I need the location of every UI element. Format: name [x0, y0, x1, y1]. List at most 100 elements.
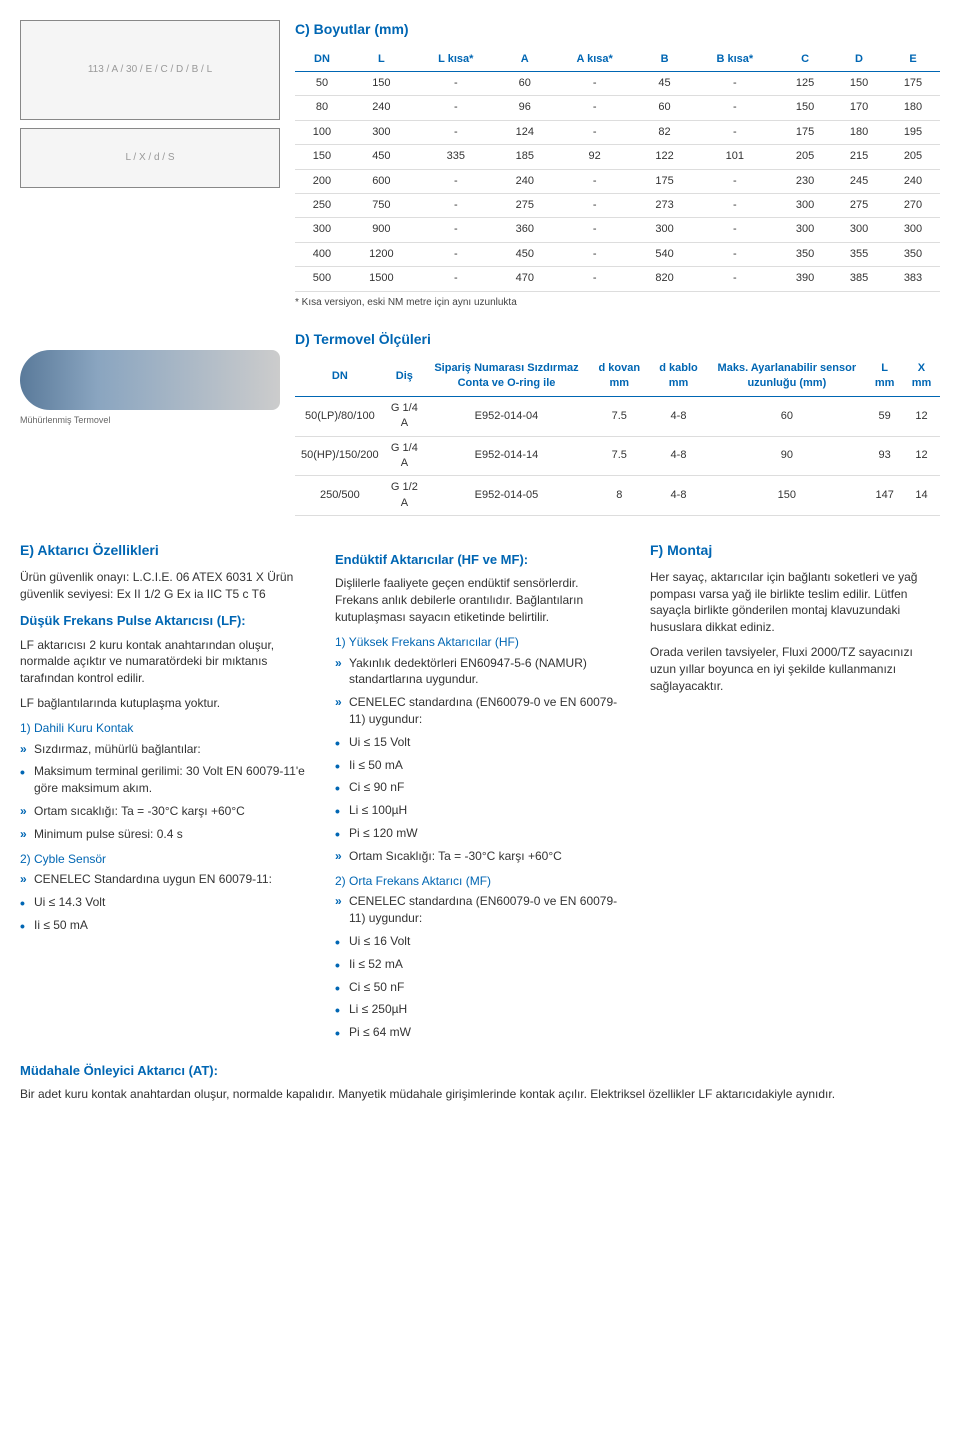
termovel-th: L mm [866, 357, 903, 396]
dimensions-table-column: C) Boyutlar (mm) DNLL kısa*AA kısa*BB kı… [295, 20, 940, 310]
table-cell: - [692, 267, 779, 291]
lf-s1-list: Sızdırmaz, mühürlü bağlantılar: Maksimum … [20, 741, 310, 843]
list-item: Pi ≤ 64 mW [335, 1024, 625, 1041]
lf-s2-list: CENELEC Standardına uygun EN 60079-11:Ui… [20, 871, 310, 933]
list-item: Ui ≤ 16 Volt [335, 933, 625, 950]
list-item: Ui ≤ 15 Volt [335, 734, 625, 751]
table-cell: 350 [778, 242, 832, 266]
termovel-caption: Mühürlenmiş Termovel [20, 414, 280, 427]
dimensions-th: A kısa* [552, 48, 638, 72]
dimensions-th: E [886, 48, 940, 72]
table-row: 100300-124-82-175180195 [295, 120, 940, 144]
dimensions-th: B [638, 48, 692, 72]
enduktif-title: Endüktif Aktarıcılar (HF ve MF): [335, 551, 625, 569]
table-cell: - [414, 120, 498, 144]
list-item: Maksimum terminal gerilimi: 30 Volt EN 6… [20, 763, 310, 797]
table-cell: - [692, 96, 779, 120]
meter-drawing-top: 113 / A / 30 / E / C / D / B / L [20, 20, 280, 120]
table-cell: - [692, 169, 779, 193]
table-cell: 7.5 [589, 396, 650, 436]
table-cell: - [552, 120, 638, 144]
table-cell: - [692, 120, 779, 144]
list-item: Yakınlık dedektörleri EN60947-5-6 (NAMUR… [335, 655, 625, 689]
lf-s1-title: 1) Dahili Kuru Kontak [20, 720, 310, 737]
column-enduktif: Endüktif Aktarıcılar (HF ve MF): Dişlile… [335, 541, 625, 1047]
at-p: Bir adet kuru kontak anahtardan oluşur, … [20, 1086, 940, 1103]
table-cell: 59 [866, 396, 903, 436]
montaj-p2: Orada verilen tavsiyeler, Fluxi 2000/TZ … [650, 644, 940, 694]
table-cell: 150 [295, 145, 349, 169]
table-row: 15045033518592122101205215205 [295, 145, 940, 169]
table-cell: - [552, 267, 638, 291]
column-e-lf: E) Aktarıcı Özellikleri Ürün güvenlik on… [20, 541, 310, 1047]
table-cell: - [414, 193, 498, 217]
table-cell: - [692, 242, 779, 266]
table-cell: - [414, 96, 498, 120]
table-cell: 92 [552, 145, 638, 169]
table-cell: 250 [295, 193, 349, 217]
table-cell: 300 [349, 120, 414, 144]
section-e-title: E) Aktarıcı Özellikleri [20, 541, 310, 561]
list-item: Ortam Sıcaklığı: Ta = -30°C karşı +60°C [335, 848, 625, 865]
table-cell: 200 [295, 169, 349, 193]
table-cell: - [552, 242, 638, 266]
list-item: Sızdırmaz, mühürlü bağlantılar: [20, 741, 310, 758]
table-cell: 273 [638, 193, 692, 217]
table-cell: - [552, 71, 638, 95]
table-cell: 275 [832, 193, 886, 217]
table-cell: - [692, 71, 779, 95]
dimensions-th: B kısa* [692, 48, 779, 72]
dimensions-th: L [349, 48, 414, 72]
table-cell: 4-8 [650, 476, 708, 516]
table-cell: 185 [498, 145, 552, 169]
table-cell: 335 [414, 145, 498, 169]
table-cell: - [414, 267, 498, 291]
table-cell: 50(LP)/80/100 [295, 396, 385, 436]
table-cell: 60 [638, 96, 692, 120]
table-row: 250750-275-273-300275270 [295, 193, 940, 217]
list-item: Ortam sıcaklığı: Ta = -30°C karşı +60°C [20, 803, 310, 820]
table-cell: 150 [778, 96, 832, 120]
mf-list: CENELEC standardına (EN60079-0 ve EN 600… [335, 893, 625, 1041]
section-d-container: Mühürlenmiş Termovel D) Termovel Ölçüler… [20, 330, 940, 517]
table-cell: - [552, 96, 638, 120]
table-cell: G 1/2 A [385, 476, 424, 516]
section-c-title: C) Boyutlar (mm) [295, 20, 940, 40]
table-row: 50(HP)/150/200G 1/4 AE952-014-147.54-890… [295, 436, 940, 476]
table-cell: G 1/4 A [385, 436, 424, 476]
table-cell: 4-8 [650, 436, 708, 476]
termovel-image [20, 350, 280, 410]
table-cell: 175 [886, 71, 940, 95]
section-c-container: 113 / A / 30 / E / C / D / B / L L / X /… [20, 20, 940, 310]
table-cell: 900 [349, 218, 414, 242]
termovel-th: Maks. Ayarlanabilir sensor uzunluğu (mm) [707, 357, 866, 396]
termovel-th: d kovan mm [589, 357, 650, 396]
table-cell: 124 [498, 120, 552, 144]
table-cell: 1500 [349, 267, 414, 291]
table-cell: 60 [707, 396, 866, 436]
table-cell: G 1/4 A [385, 396, 424, 436]
table-cell: 820 [638, 267, 692, 291]
table-cell: 240 [498, 169, 552, 193]
table-cell: 750 [349, 193, 414, 217]
table-cell: 12 [903, 436, 940, 476]
table-cell: 300 [295, 218, 349, 242]
table-cell: - [552, 169, 638, 193]
montaj-p1: Her sayaç, aktarıcılar için bağlantı sok… [650, 569, 940, 636]
table-cell: 195 [886, 120, 940, 144]
lf-p1: LF aktarıcısı 2 kuru kontak anahtarından… [20, 637, 310, 687]
section-f-title: F) Montaj [650, 541, 940, 561]
table-row: 5001500-470-820-390385383 [295, 267, 940, 291]
termovel-th: Sipariş Numarası Sızdırmaz Conta ve O-ri… [424, 357, 589, 396]
table-cell: 4-8 [650, 396, 708, 436]
table-cell: 540 [638, 242, 692, 266]
table-cell: 96 [498, 96, 552, 120]
table-cell: 600 [349, 169, 414, 193]
table-cell: 300 [778, 193, 832, 217]
termovel-th: DN [295, 357, 385, 396]
table-cell: 101 [692, 145, 779, 169]
table-cell: 150 [349, 71, 414, 95]
table-cell: 14 [903, 476, 940, 516]
table-cell: 90 [707, 436, 866, 476]
table-cell: 50(HP)/150/200 [295, 436, 385, 476]
